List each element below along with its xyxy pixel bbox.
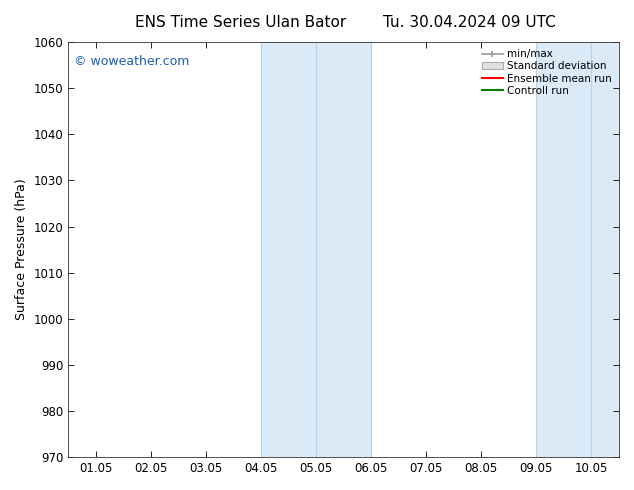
Bar [316, 42, 371, 457]
Bar [261, 42, 316, 457]
Bar [536, 42, 592, 457]
Bar [592, 42, 630, 457]
Text: © woweather.com: © woweather.com [74, 54, 189, 68]
Y-axis label: Surface Pressure (hPa): Surface Pressure (hPa) [15, 179, 28, 320]
Text: Tu. 30.04.2024 09 UTC: Tu. 30.04.2024 09 UTC [383, 15, 555, 30]
Text: ENS Time Series Ulan Bator: ENS Time Series Ulan Bator [135, 15, 347, 30]
Legend: min/max, Standard deviation, Ensemble mean run, Controll run: min/max, Standard deviation, Ensemble me… [480, 47, 614, 98]
